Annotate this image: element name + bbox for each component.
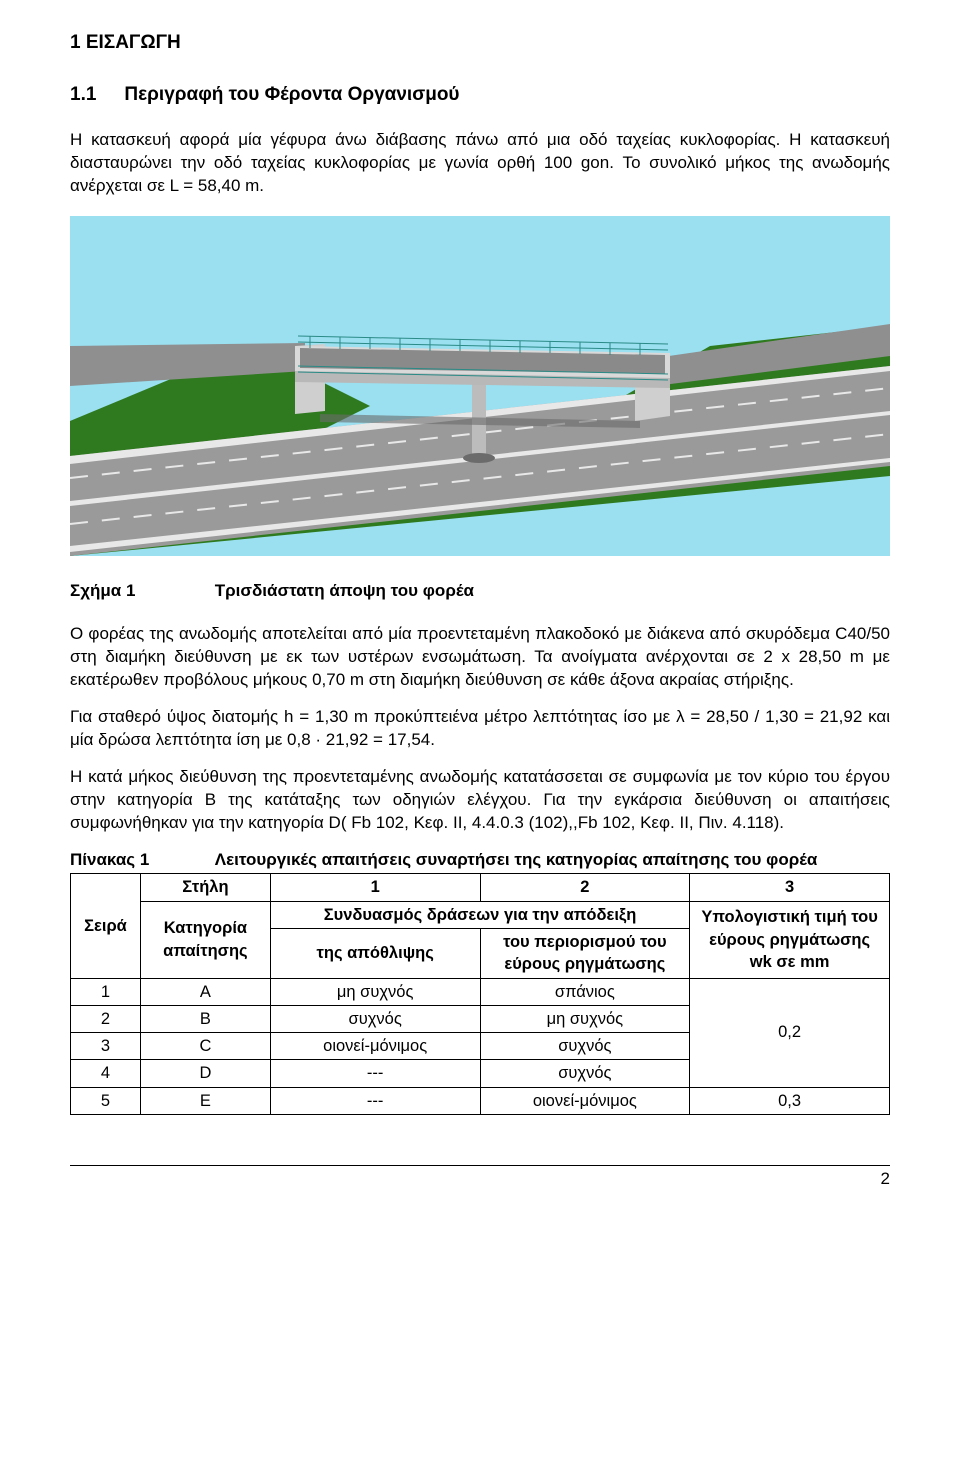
cell-b: οιονεί-μόνιμος [480,1087,690,1114]
cell-a: μη συχνός [270,978,480,1005]
chapter-heading: 1 ΕΙΣΑΓΩΓΗ [70,30,890,56]
table-caption-text: Λειτουργικές απαιτήσεις συναρτήσει της κ… [215,850,818,869]
col-3: 3 [690,874,890,901]
col-2: 2 [480,874,690,901]
cell-b: συχνός [480,1060,690,1087]
cell-b: σπάνιος [480,978,690,1005]
paragraph-3: Για σταθερό ύψος διατομής h = 1,30 m προ… [70,706,890,752]
cell-a: συχνός [270,1005,480,1032]
cell-n: 4 [71,1060,141,1087]
figure-label: Σχήμα 1 [70,580,210,603]
cell-n: 5 [71,1087,141,1114]
section-title: Περιγραφή του Φέροντα Οργανισμού [124,84,459,105]
cell-cat: B [140,1005,270,1032]
figure-caption: Σχήμα 1 Τρισδιάστατη άποψη του φορέα [70,580,890,603]
col-combo: Συνδυασμός δράσεων για την απόδειξη [270,901,689,928]
col-seira: Σειρά [71,874,141,978]
table-header-row: Κατηγορία απαίτησης Συνδυασμός δράσεων γ… [71,901,890,928]
figure-3d-view [70,216,890,556]
col-apothlipsi: της απόθλιψης [270,929,480,979]
cell-a: --- [270,1060,480,1087]
cell-cat: D [140,1060,270,1087]
table-row: 1 A μη συχνός σπάνιος 0,2 [71,978,890,1005]
cell-n: 2 [71,1005,141,1032]
col-1: 1 [270,874,480,901]
requirements-table: Σειρά Στήλη 1 2 3 Κατηγορία απαίτησης Συ… [70,873,890,1114]
cell-b: μη συχνός [480,1005,690,1032]
table-row: 5 E --- οιονεί-μόνιμος 0,3 [71,1087,890,1114]
paragraph-4: Η κατά μήκος διεύθυνση της προεντεταμένη… [70,766,890,835]
col-periorismos: του περιορισμού του εύρους ρηγμάτωσης [480,929,690,979]
footer-rule [70,1165,890,1166]
col-stili: Στήλη [140,874,270,901]
cell-cat: C [140,1033,270,1060]
section-number: 1.1 [70,82,96,108]
col-wk: Υπολογιστική τιμή του εύρους ρηγμάτωσης … [690,901,890,978]
cell-wk2: 0,3 [690,1087,890,1114]
col-cat: Κατηγορία απαίτησης [140,901,270,978]
cell-wk1: 0,2 [690,978,890,1087]
cell-cat: E [140,1087,270,1114]
section-heading: 1.1 Περιγραφή του Φέροντα Οργανισμού [70,82,890,108]
table-label: Πίνακας 1 [70,849,210,872]
figure-caption-text: Τρισδιάστατη άποψη του φορέα [215,581,474,600]
cell-a: --- [270,1087,480,1114]
paragraph-2: Ο φορέας της ανωδομής αποτελείται από μί… [70,623,890,692]
cell-n: 3 [71,1033,141,1060]
cell-a: οιονεί-μόνιμος [270,1033,480,1060]
cell-n: 1 [71,978,141,1005]
page-number: 2 [70,1168,890,1191]
table-caption: Πίνακας 1 Λειτουργικές απαιτήσεις συναρτ… [70,849,890,872]
table-header-row: Σειρά Στήλη 1 2 3 [71,874,890,901]
paragraph-intro: Η κατασκευή αφορά μία γέφυρα άνω διάβαση… [70,129,890,198]
cell-cat: A [140,978,270,1005]
cell-b: συχνός [480,1033,690,1060]
